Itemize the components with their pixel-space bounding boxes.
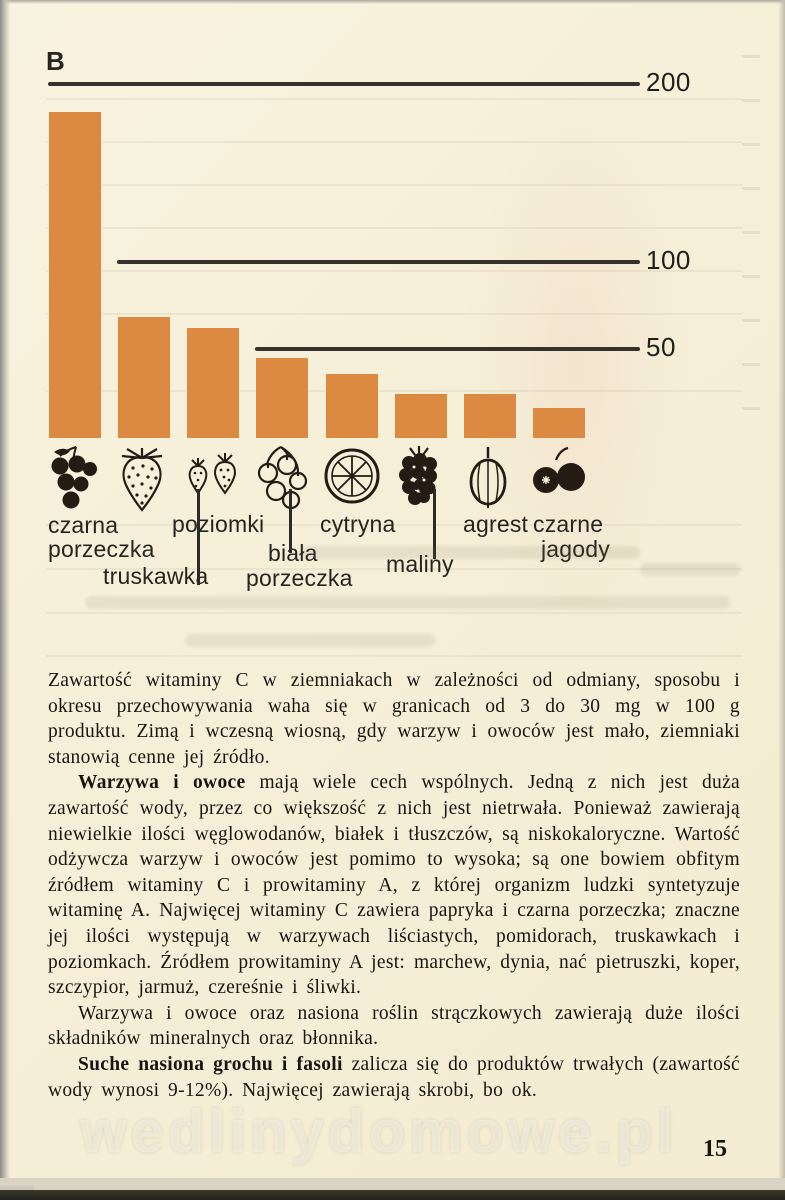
label-separator-line [197,489,200,585]
category-label-cytryna: cytryna [320,511,396,537]
blackcurrant-icon [51,446,97,509]
scan-edge-bottom [0,1178,785,1191]
paragraph-4-bold-lead: Suche nasiona grochu i fasoli [78,1053,343,1075]
category-label-czarne-jagody: jagody [541,536,610,562]
paragraph-3-text: Warzywa i owoce oraz nasiona roślin strą… [48,1002,740,1050]
scan-edge-left [0,0,10,1200]
lemon-slice-icon [324,448,380,504]
showthrough-tick-artifact [742,231,760,234]
gooseberry-icon [469,447,507,508]
category-label-poziomki: poziomki [172,511,265,537]
white-currant-icon [258,446,308,510]
axis-tick-label: 100 [646,245,691,275]
strawberry-icon [122,448,163,512]
section-label: B [46,46,65,76]
ghost-gridline [46,568,742,570]
ghost-gridline [46,390,742,392]
category-label-agrest: agrest [463,511,529,537]
showthrough-tick-artifact [742,363,760,366]
bar-agrest [463,393,516,438]
axis-gridline-100 [117,260,640,264]
white-currant-icon [253,444,309,521]
ghost-gridline [46,98,742,100]
paragraph-2-bold-lead: Warzywa i owoce [78,772,246,794]
category-label-biała-porzeczka: biała [268,540,318,566]
category-label-czarna-porzeczka: porzeczka [48,536,155,562]
showthrough-text-artifact [85,596,730,609]
bar-poziomki [187,327,240,438]
wild-strawberries-icon [188,453,237,495]
page-number: 15 [703,1136,727,1162]
showthrough-tick-artifact [742,407,760,410]
ghost-gridline [46,612,742,614]
lemon-slice-icon [323,444,381,513]
scan-edge-top [0,0,785,4]
showthrough-tick-artifact [742,187,760,190]
bar-czarna-porzeczka [49,112,101,438]
gooseberry-icon [461,444,515,519]
category-label-maliny: maliny [386,551,454,577]
showthrough-tick-artifact [742,319,760,322]
blueberries-icon [530,444,588,517]
paragraph-4-text: zalicza się do produktów trwałych (zawar… [48,1053,740,1101]
scan-edge-right [778,0,785,1200]
ghost-gridline [46,184,742,186]
category-label-truskawka: truskawka [103,563,209,589]
watermark: wedlinydomowe.pl [80,1098,678,1165]
blackcurrant-icon [46,444,100,521]
strawberry-icon [115,444,169,521]
axis-tick-label: 50 [646,332,676,362]
showthrough-text-artifact [640,563,740,576]
body-text: Zawartość witaminy C w ziemniakach w zal… [48,668,740,1103]
raspberry-icon [392,444,446,519]
showthrough-text-artifact [185,634,435,647]
paragraph-1-text: Zawartość witaminy C w ziemniakach w zal… [48,670,740,768]
ghost-gridline [46,655,742,657]
paragraph-1: Zawartość witaminy C w ziemniakach w zal… [48,668,740,770]
ghost-gridline [46,270,742,272]
raspberry-icon [398,446,437,505]
axis-gridline-200 [48,82,640,86]
category-label-biała-porzeczka: porzeczka [246,565,353,591]
axis-tick-label: 200 [646,67,691,97]
category-label-czarna-porzeczka: czarna [48,512,119,538]
scan-edge-bottom-dark [0,1190,785,1200]
bar-czarne-jagody [532,407,585,438]
axis-gridline-50 [255,347,640,351]
showthrough-tick-artifact [742,99,760,102]
showthrough-tick-artifact [742,143,760,146]
bar-biała-porzeczka [256,357,309,438]
bar-maliny [394,393,447,438]
showthrough-tick-artifact [742,275,760,278]
bar-cytryna [325,373,378,438]
bar-truskawka [118,316,171,438]
ghost-gridline [46,524,742,526]
wild-strawberries-icon [184,444,244,521]
ghost-gridline [46,141,742,143]
ghost-gridline [46,227,742,229]
label-separator-line [289,489,292,553]
paragraph-2: Warzywa i owoce mają wiele cech wspólnyc… [48,770,740,1000]
label-separator-line [433,489,436,559]
blueberries-icon [532,446,585,493]
category-label-czarne-jagody: czarne [533,511,604,537]
showthrough-tick-artifact [742,55,760,58]
paragraph-4: Suche nasiona grochu i fasoli zalicza si… [48,1052,740,1103]
ghost-gridline [46,313,742,315]
paragraph-2-text: mają wiele cech wspólnych. Jedną z nich … [48,772,740,999]
showthrough-text-artifact [300,546,640,559]
paragraph-3: Warzywa i owoce oraz nasiona roślin strą… [48,1001,740,1052]
